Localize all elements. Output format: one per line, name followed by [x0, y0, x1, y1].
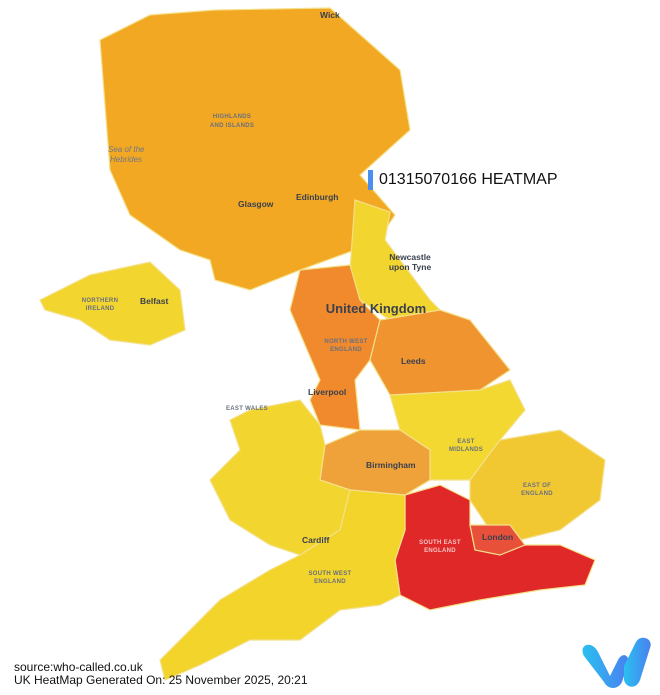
city-newcastle: Newcastle [389, 252, 431, 262]
region-label-ni: NORTHERN [82, 298, 118, 304]
city-birmingham: Birmingham [366, 460, 416, 470]
region-label-east-of-england: ENGLAND [521, 491, 553, 497]
city-leeds: Leeds [401, 356, 426, 366]
heatmap-title: 01315070166 HEATMAP [368, 170, 557, 190]
region-label-south-east: SOUTH EAST [419, 540, 461, 546]
city-wick: Wick [320, 10, 340, 20]
region-label-south-west: ENGLAND [314, 579, 346, 585]
region-northern-ireland[interactable] [39, 261, 186, 346]
region-label-nw: ENGLAND [330, 347, 362, 353]
title-text: 01315070166 HEATMAP [379, 171, 558, 188]
footer: source:who-called.co.uk UK HeatMap Gener… [14, 661, 308, 687]
city-london: London [482, 532, 513, 542]
region-south-west[interactable] [159, 489, 406, 681]
region-label-east-midlands: EAST [457, 439, 474, 445]
region-yorkshire[interactable] [369, 309, 511, 396]
city-edinburgh: Edinburgh [296, 192, 339, 202]
source-text: source:who-called.co.uk [14, 660, 143, 674]
city-belfast: Belfast [140, 296, 169, 306]
city-liverpool: Liverpool [308, 387, 346, 397]
region-label-ni: IRELAND [86, 306, 115, 312]
title-accent-bar [368, 170, 373, 190]
region-label-east-midlands: MIDLANDS [449, 447, 483, 453]
city-newcastle: upon Tyne [389, 262, 432, 272]
region-london[interactable] [469, 524, 526, 556]
region-label-highlands: AND ISLANDS [210, 123, 254, 129]
region-label-south-west: SOUTH WEST [309, 571, 352, 577]
sea-label: Hebrides [110, 155, 142, 164]
region-label-east-wales: EAST WALES [226, 406, 268, 412]
region-label-south-east: ENGLAND [424, 548, 456, 554]
region-label-east-of-england: EAST OF [523, 483, 551, 489]
region-east-of-england[interactable] [469, 429, 606, 541]
sea-label: Sea of the [108, 145, 145, 154]
generated-text: UK HeatMap Generated On: 25 November 202… [14, 673, 308, 687]
region-north-west[interactable] [289, 264, 381, 431]
region-label-highlands: HIGHLANDS [213, 114, 251, 120]
city-glasgow: Glasgow [238, 199, 274, 209]
region-label-nw: NORTH WEST [324, 339, 367, 345]
region-scotland[interactable] [99, 7, 411, 291]
who-called-logo-icon [582, 637, 651, 688]
city-cardiff: Cardiff [302, 535, 330, 545]
country-label: United Kingdom [326, 301, 426, 316]
